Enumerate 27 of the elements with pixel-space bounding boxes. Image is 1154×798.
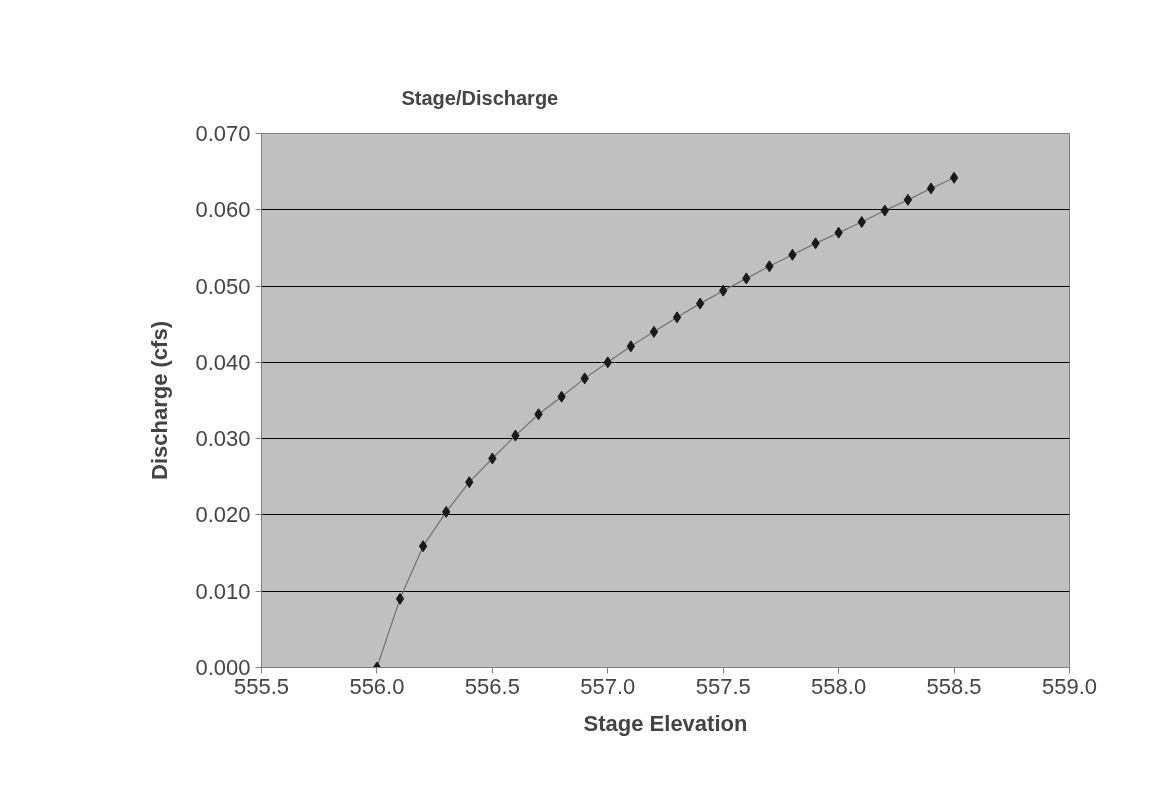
x-tick-label: 558.5: [926, 673, 982, 699]
y-tick-label: 0.020: [195, 502, 251, 528]
point: [395, 592, 405, 605]
x-tick-label: 557.0: [580, 673, 636, 699]
y-axis-title: Discharge (cfs): [147, 321, 173, 480]
point: [926, 182, 936, 195]
y-tick-label: 0.060: [195, 197, 251, 223]
point: [626, 340, 636, 353]
point: [903, 193, 913, 206]
y-tick-label: 0.030: [195, 426, 251, 452]
point: [672, 311, 682, 324]
point: [418, 540, 428, 553]
x-tick-label: 558.0: [811, 673, 867, 699]
x-tick-label: 556.5: [464, 673, 520, 699]
y-tick-label: 0.000: [195, 655, 251, 680]
x-tick-label: 557.5: [695, 673, 751, 699]
chart-title: Stage/Discharge: [401, 86, 559, 109]
x-tick-label: 559.0: [1041, 673, 1098, 699]
point: [949, 171, 959, 184]
point: [649, 325, 659, 338]
x-axis-title: Stage Elevation: [583, 710, 748, 736]
y-tick-label: 0.050: [195, 273, 251, 299]
y-tick-label: 0.010: [195, 578, 251, 604]
x-tick-label: 556.0: [349, 673, 405, 699]
y-tick-label: 0.040: [195, 349, 251, 375]
y-tick-label: 0.070: [195, 121, 251, 146]
point: [695, 297, 705, 310]
